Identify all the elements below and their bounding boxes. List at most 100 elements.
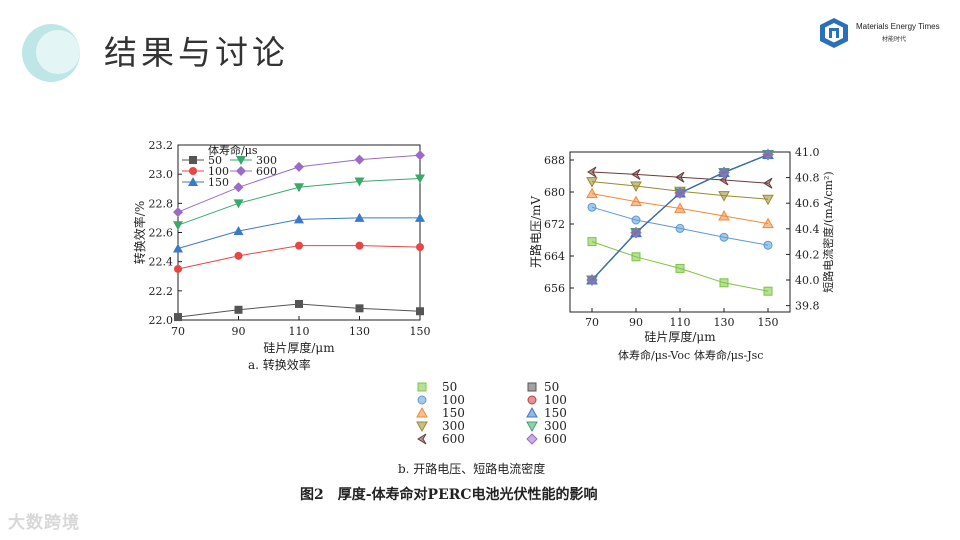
x-tick-label-a: 130 — [349, 325, 370, 338]
voc-point-150 — [718, 209, 730, 221]
data-point-a-150 — [233, 226, 244, 236]
data-point-a-100 — [174, 264, 182, 273]
legend-jsc-label-50: 50 — [544, 380, 559, 394]
voc-point-100 — [587, 202, 597, 212]
x-tick-label-a: 110 — [289, 325, 310, 338]
legend-label-a-150: 150 — [208, 176, 229, 189]
legend-voc-label-100: 100 — [442, 393, 465, 407]
caption-a: a. 转换效率 — [248, 358, 311, 372]
y-tick-label-a: 22.6 — [149, 227, 174, 240]
efficiency-chart: 22.0 22.2 22.4 22.6 22.8 23.0 23.2 70 90 110 130 15… — [132, 139, 431, 355]
y-right-tick-label-b: 40.2 — [795, 248, 820, 261]
legend-voc-label-50: 50 — [442, 380, 457, 394]
data-point-a-50 — [355, 304, 364, 313]
legend-title-a: 体寿命/μs — [208, 143, 258, 157]
x-tick-label-b: 90 — [629, 316, 643, 329]
x-tick-label-a: 90 — [232, 325, 246, 338]
y-right-tick-label-b: 40.4 — [795, 223, 820, 236]
watermark: 大数跨境 — [8, 513, 80, 533]
legend-voc-marker-50 — [417, 382, 427, 392]
data-point-a-50 — [295, 299, 303, 308]
legend-marker-a-150 — [188, 177, 198, 186]
legend-title-voc-b: 体寿命/μs-Voc — [618, 348, 690, 362]
voc-point-150 — [586, 187, 598, 199]
data-point-a-600 — [233, 182, 244, 193]
y-tick-label-a: 22.0 — [149, 314, 174, 327]
y-left-tick-label-b: 664 — [544, 250, 565, 263]
legend-label-a-600: 600 — [256, 165, 277, 178]
voc-point-150 — [630, 195, 642, 207]
voc-point-50 — [719, 278, 729, 288]
data-point-a-600 — [294, 161, 304, 172]
voc-point-150 — [674, 202, 686, 213]
x-tick-label-a: 70 — [171, 325, 185, 338]
decorative-circle-light — [36, 30, 80, 74]
data-point-a-100 — [355, 241, 364, 250]
y-right-tick-label-b: 41.0 — [795, 146, 820, 159]
voc-point-300 — [718, 191, 730, 202]
data-point-a-600 — [173, 207, 183, 218]
legend-jsc-marker-50 — [527, 382, 537, 392]
caption-b: b. 开路电压、短路电流密度 — [398, 462, 546, 476]
materials-energy-times-logo — [820, 18, 848, 48]
data-point-a-50 — [416, 307, 424, 316]
voc-point-100 — [719, 232, 729, 242]
figure-caption: 图2 厚度-体寿命对PERC电池光伏性能的影响 — [300, 487, 598, 503]
voc-jsc-chart: 656 664 672 680 688 39.8 40.0 40.2 40.4 40.6 40.8 4… — [530, 146, 835, 362]
y-right-tick-label-b: 40.6 — [795, 197, 820, 210]
data-point-a-300 — [354, 177, 365, 187]
y-tick-label-a: 22.2 — [149, 285, 174, 298]
voc-point-50 — [675, 263, 685, 273]
voc-point-100 — [675, 223, 685, 233]
y-right-axis-label-b: 短路电流密度/(mA/cm²) — [821, 171, 835, 292]
y-right-tick-label-b: 39.8 — [795, 300, 820, 313]
voc-point-300 — [586, 177, 598, 188]
data-point-a-50 — [234, 305, 243, 314]
y-tick-label-a: 23.2 — [149, 139, 174, 152]
data-point-a-300 — [173, 221, 183, 231]
voc-point-600 — [631, 168, 641, 180]
jsc-point-600 — [586, 274, 598, 286]
legend-voc-label-150: 150 — [442, 406, 465, 420]
data-point-a-600 — [415, 150, 425, 161]
data-point-a-300 — [294, 183, 304, 193]
logo-subtitle: 材能时代 — [882, 36, 907, 43]
logo-name: Materials Energy Times — [856, 22, 940, 31]
data-point-a-100 — [295, 241, 303, 250]
jsc-point-600 — [718, 166, 730, 179]
voc-point-100 — [763, 240, 773, 250]
data-point-a-50 — [174, 313, 182, 322]
jsc-point-600 — [674, 187, 686, 199]
legend-jsc-label-150: 150 — [544, 406, 567, 420]
data-point-a-150 — [294, 214, 304, 224]
legend-marker-a-600 — [236, 166, 246, 176]
legend-jsc-marker-300 — [526, 421, 538, 433]
jsc-point-600 — [630, 226, 642, 239]
data-point-a-100 — [416, 243, 424, 252]
x-axis-label-a: 硅片厚度/μm — [263, 340, 335, 355]
voc-point-300 — [630, 181, 642, 193]
data-point-a-300 — [233, 199, 244, 209]
legend-jsc-label-100: 100 — [544, 393, 567, 407]
x-axis-label-b: 硅片厚度/μm — [644, 329, 716, 344]
legend-jsc-label-300: 300 — [544, 419, 567, 433]
y-right-tick-label-b: 40.0 — [795, 274, 820, 287]
legend-voc-marker-300 — [416, 421, 428, 433]
y-axis-label-a: 转换效率/% — [132, 201, 147, 264]
y-left-tick-label-b: 656 — [544, 282, 565, 295]
y-left-tick-label-b: 688 — [544, 154, 565, 167]
jsc-point-600 — [762, 148, 774, 161]
legend-label-a-100: 100 — [208, 165, 229, 178]
x-tick-label-b: 130 — [714, 316, 735, 329]
y-left-tick-label-b: 672 — [544, 218, 565, 231]
voc-point-50 — [587, 237, 597, 247]
data-point-a-300 — [415, 174, 425, 184]
legend-voc-marker-600 — [417, 433, 427, 445]
page-title: 结果与讨论 — [104, 33, 289, 72]
legend-label-a-300: 300 — [256, 154, 277, 167]
legend-voc-marker-100 — [417, 395, 427, 405]
y-tick-label-a: 22.8 — [149, 197, 174, 210]
y-left-tick-label-b: 680 — [544, 186, 565, 199]
